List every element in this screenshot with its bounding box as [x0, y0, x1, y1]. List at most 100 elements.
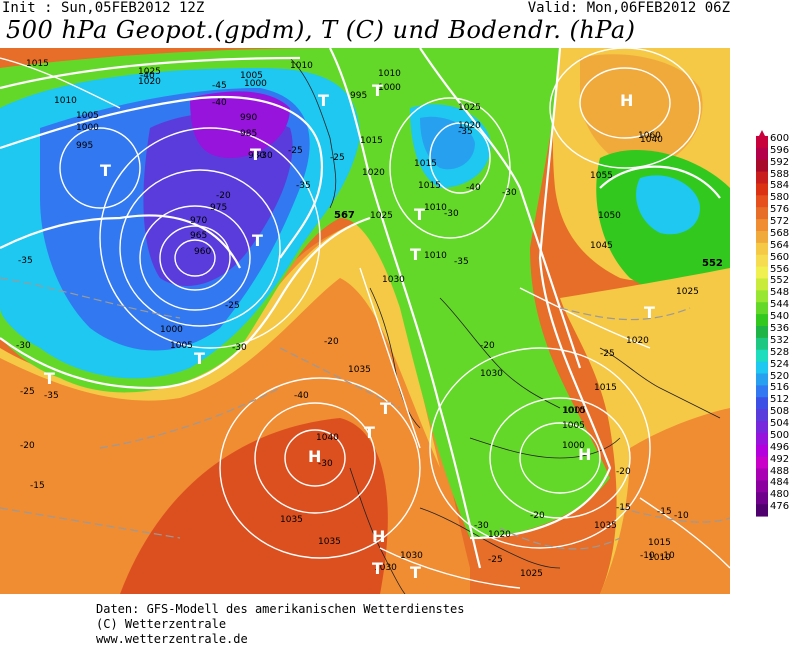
pressure-label: 960 [194, 247, 211, 257]
colorbar-label: 564 [770, 239, 790, 251]
temperature-label: -35 [458, 127, 473, 137]
colorbar-label: 568 [770, 227, 790, 239]
pressure-label: 975 [210, 203, 227, 213]
pressure-label: 1015 [360, 136, 383, 146]
pressure-label: 1060 [638, 131, 661, 141]
pressure-label: 1010 [290, 61, 313, 71]
height-line-label: 552 [702, 258, 723, 269]
temperature-label: -30 [232, 343, 247, 353]
colorbar-swatch [756, 254, 768, 268]
temperature-label: -10 [660, 551, 675, 561]
temperature-contours [0, 277, 730, 550]
colorbar-label: 512 [770, 394, 790, 406]
pressure-label: 970 [190, 216, 207, 226]
pressure-label: 1030 [382, 275, 405, 285]
low-pressure-center: T [318, 91, 329, 110]
colorbar-swatch [756, 397, 768, 410]
colorbar-label: 516 [770, 382, 790, 394]
colorbar-swatch [756, 171, 768, 184]
colorbar-swatch [756, 504, 768, 517]
colorbar-swatch [756, 337, 768, 351]
pressure-label: 1020 [458, 121, 481, 131]
temperature-label: -25 [600, 349, 615, 359]
pressure-label: 1030 [400, 551, 423, 561]
pressure-label: 1035 [318, 537, 341, 547]
colorbar-label: 520 [770, 370, 790, 382]
pressure-label: 1015 [594, 383, 617, 393]
low-pressure-center: T [414, 205, 425, 224]
pressure-label: 1010 [648, 553, 671, 563]
colorbar-swatch [756, 492, 768, 505]
colorbar-swatch [756, 456, 768, 470]
colorbar-swatch [756, 207, 768, 220]
temperature-label: -35 [296, 181, 311, 191]
colorbar-label: 528 [770, 346, 790, 358]
colorbar-swatch [756, 147, 768, 161]
chart-title: 500 hPa Geopot.(gpdm), T (C) und Bodendr… [6, 16, 636, 44]
temperature-label: -15 [30, 481, 45, 491]
colorbar-label: 552 [770, 275, 790, 287]
pressure-label: 1025 [458, 103, 481, 113]
temperature-label: -10 [640, 551, 655, 561]
colorbar-label: 540 [770, 311, 790, 323]
weather-map: 1015 1025 1020 1010 1005 1000 995 990 985 980 975 9… [0, 48, 730, 594]
temperature-label: -20 [216, 191, 231, 201]
pressure-label: 1020 [626, 336, 649, 346]
colorbar-swatch [756, 385, 768, 398]
pressure-label: 1025 [520, 569, 543, 579]
pressure-label: 1005 [240, 71, 263, 81]
temperature-label: -35 [44, 391, 59, 401]
pressure-label: 1005 [76, 111, 99, 121]
pressure-label: 1030 [374, 563, 397, 573]
pressure-label: 1000 [76, 123, 99, 133]
temperature-label: -25 [288, 146, 303, 156]
colorbar-label: 600 [770, 132, 790, 144]
temperature-label: -40 [294, 391, 309, 401]
pressure-label: 1025 [676, 287, 699, 297]
pressure-label: 995 [76, 141, 93, 151]
pressure-label: 1035 [280, 515, 303, 525]
pressure-label: 1025 [138, 67, 161, 77]
high-pressure-center: H [620, 91, 633, 110]
pressure-label: 1010 [424, 251, 447, 261]
low-pressure-center: T [644, 303, 655, 322]
colorbar-swatch [756, 302, 768, 315]
pressure-label: 1000 [160, 325, 183, 335]
high-pressure-center: H [578, 445, 591, 464]
low-pressure-center: T [252, 231, 263, 250]
low-pressure-center: T [194, 349, 205, 368]
temperature-label: -25 [20, 387, 35, 397]
height-line-label: 567 [334, 210, 355, 221]
colorbar-swatch [756, 278, 768, 291]
coastlines [289, 57, 721, 594]
low-pressure-center: T [410, 563, 421, 582]
colorbar-swatch [756, 421, 768, 434]
pressure-label: 1025 [370, 211, 393, 221]
pressure-label: 1010 [54, 96, 77, 106]
colorbar-label: 584 [770, 180, 790, 192]
temperature-label: -30 [258, 151, 273, 161]
field-blue-north [420, 116, 475, 170]
field-purple [190, 91, 290, 158]
temperature-label: -40 [140, 71, 155, 81]
header-valid: Valid: Mon,06FEB2012 06Z [527, 0, 730, 16]
field-560-band [0, 218, 440, 468]
low-pressure-center: T [44, 369, 55, 388]
temperature-label: -20 [616, 467, 631, 477]
pressure-label: 1005 [563, 406, 586, 416]
colorbar-swatch [756, 159, 768, 173]
colorbar-label: 572 [770, 216, 790, 228]
colorbar-label: 532 [770, 334, 790, 346]
temperature-label: -25 [225, 301, 240, 311]
temperature-label: -35 [18, 256, 33, 266]
colorbar-label: 496 [770, 441, 790, 453]
colorbar-label: 548 [770, 287, 790, 299]
colorbar-label: 492 [770, 453, 790, 465]
footer-website[interactable]: www.wetterzentrale.de [96, 632, 248, 646]
pressure-label: 1005 [562, 421, 585, 431]
field-584 [120, 418, 388, 594]
temperature-label: -35 [454, 257, 469, 267]
pressure-label: 1055 [590, 171, 613, 181]
low-pressure-center: T [250, 145, 261, 164]
